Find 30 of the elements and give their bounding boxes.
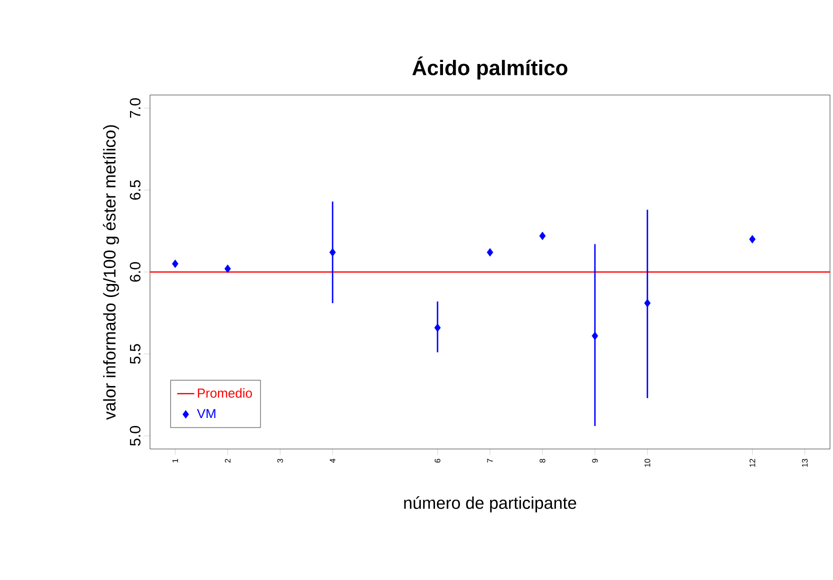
x-tick-label: 10 [644,458,650,467]
x-tick-label: 4 [330,458,336,463]
y-tick-label: 5.5 [130,344,140,364]
legend-label: VM [196,409,216,418]
x-tick-label: 8 [540,458,546,463]
y-tick-label: 7.0 [130,98,140,118]
x-tick-label: 2 [224,458,230,463]
point [486,248,494,257]
x-tick-label: 9 [592,458,598,463]
x-axis-title: número de participante [404,496,576,512]
x-tick-label: 6 [434,458,440,463]
y-tick-label: 5.0 [130,426,140,446]
y-tick-label: 6.5 [130,180,140,200]
point [644,298,651,308]
chart-title: Ácido palmítico [412,56,568,80]
y-axis-title: valor informado (g/100 g éster metílico) [102,125,119,420]
x-tick-label: 13 [802,458,808,467]
point [224,264,231,273]
point [749,235,756,244]
point [329,248,336,257]
point [434,324,441,332]
point [172,260,178,268]
y-tick-label: 6.0 [130,262,140,282]
x-tick-label: 7 [487,458,493,463]
x-tick-label: 3 [277,458,283,463]
point [539,232,546,240]
legend-label: Promedio [198,388,252,398]
x-tick-label: 1 [172,458,178,462]
point [592,332,598,340]
x-tick-label: 12 [750,458,756,467]
